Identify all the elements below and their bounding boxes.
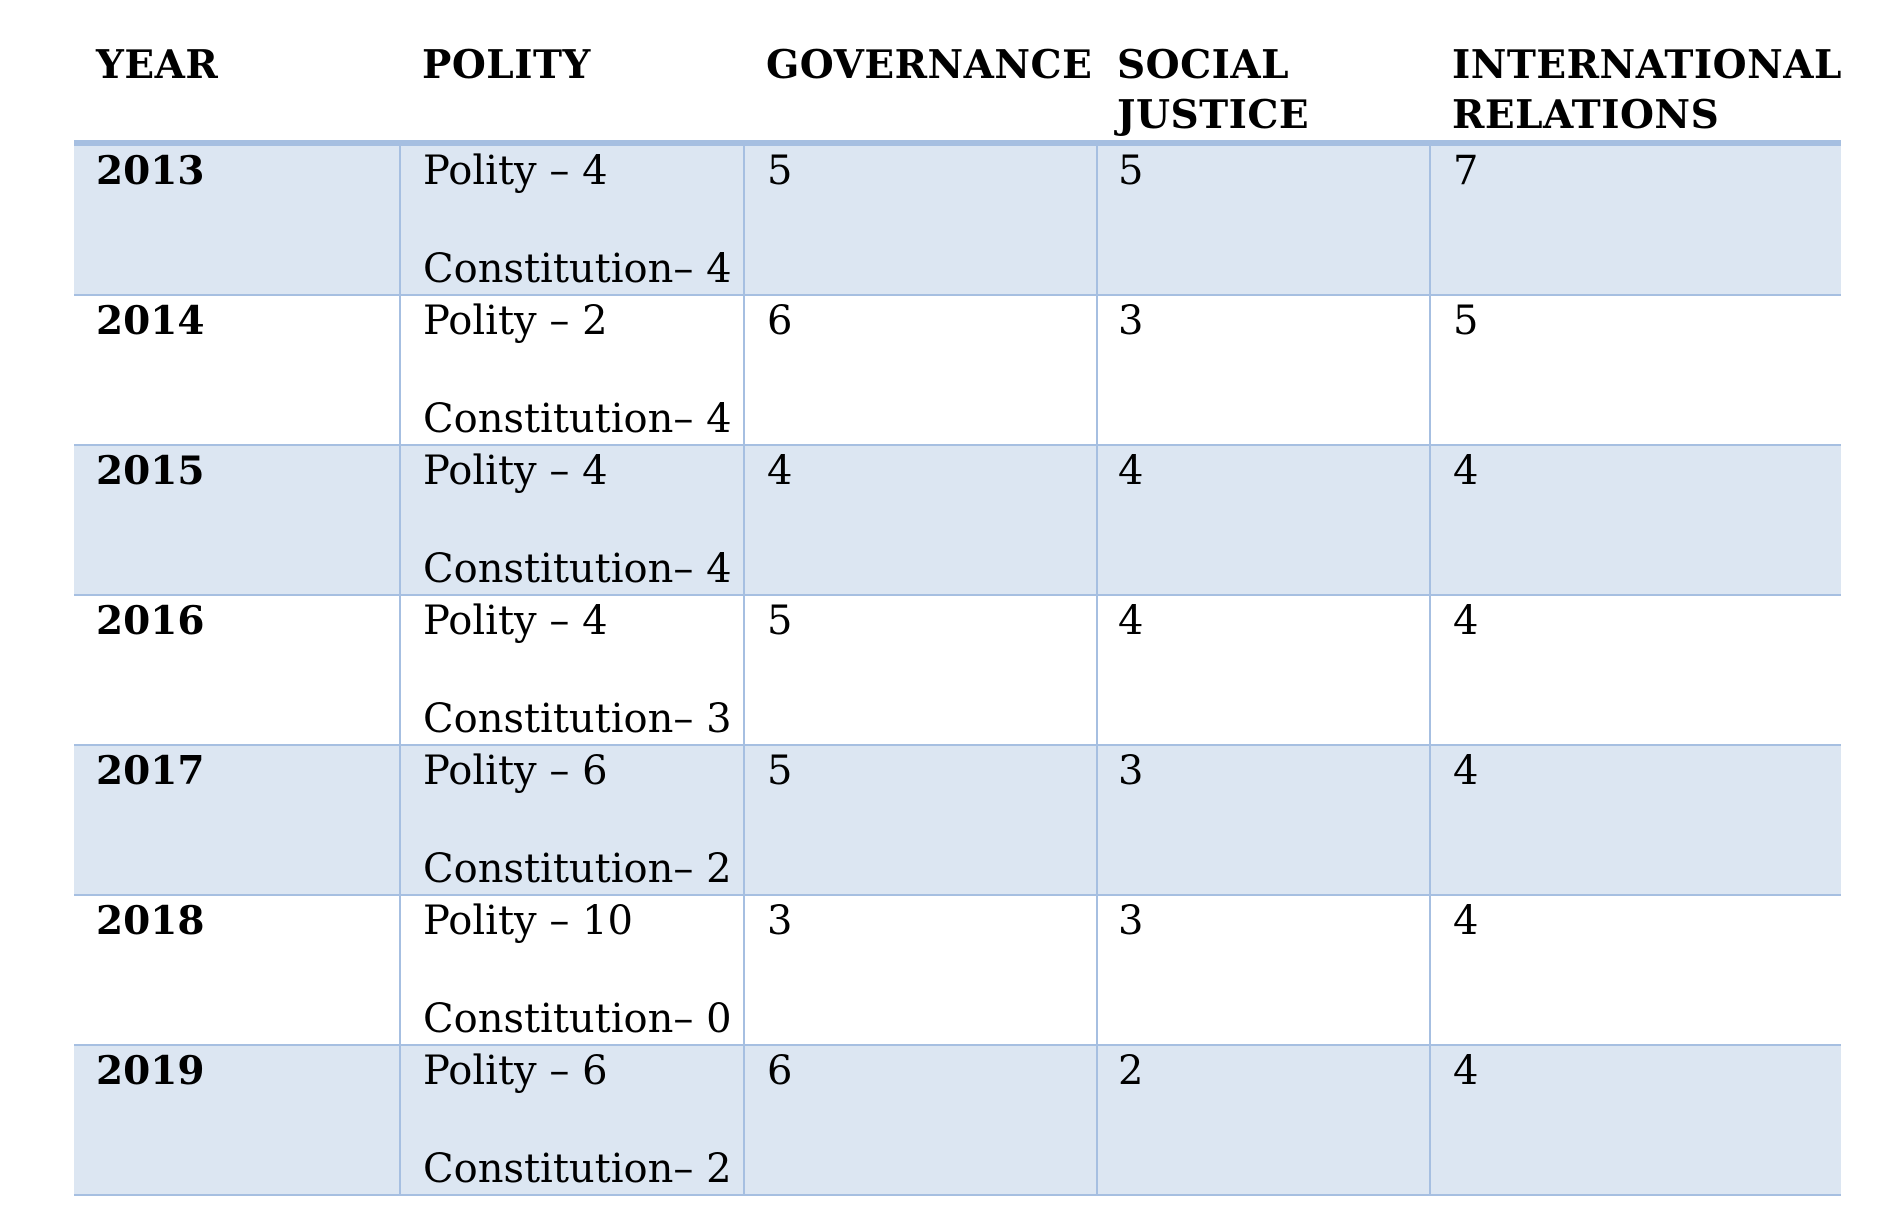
polity-count: Polity – 4: [423, 448, 608, 494]
cell-governance: 6: [743, 295, 1097, 446]
cell-year: 2015: [74, 445, 400, 596]
cell-governance: 5: [743, 595, 1097, 746]
constitution-count: Constitution– 4: [423, 246, 732, 292]
cell-international-relations: 4: [1429, 1045, 1841, 1196]
cell-governance: 5: [743, 745, 1097, 896]
cell-international-relations: 4: [1429, 745, 1841, 896]
cell-international-relations: 7: [1429, 143, 1841, 296]
polity-count: Polity – 4: [423, 148, 608, 194]
cell-polity: Polity – 10 Constitution– 0: [399, 895, 744, 1046]
polity-count: Polity – 6: [423, 1048, 608, 1094]
cell-polity: Polity – 2 Constitution– 4: [399, 295, 744, 446]
table-body: 2013 Polity – 4 Constitution– 4 5 5 7 2014 Poli…: [74, 143, 1841, 1196]
cell-polity: Polity – 4 Constitution– 4: [399, 445, 744, 596]
topic-year-table: YEAR POLITY GOVERNANCE SOCIAL JUSTICE IN…: [74, 40, 1841, 1196]
constitution-count: Constitution– 3: [423, 696, 732, 742]
cell-social-justice: 4: [1096, 445, 1430, 596]
header-social-justice-line2: JUSTICE: [1117, 92, 1310, 138]
header-social-justice-line1: SOCIAL: [1117, 42, 1290, 88]
cell-year: 2014: [74, 295, 400, 446]
cell-governance: 5: [743, 143, 1097, 296]
cell-polity: Polity – 4 Constitution– 3: [399, 595, 744, 746]
data-table-container: YEAR POLITY GOVERNANCE SOCIAL JUSTICE IN…: [74, 40, 1841, 1196]
header-polity-label: POLITY: [422, 42, 591, 88]
header-social-justice: SOCIAL JUSTICE: [1097, 40, 1430, 143]
cell-polity: Polity – 4 Constitution– 4: [399, 143, 744, 296]
cell-polity: Polity – 6 Constitution– 2: [399, 1045, 744, 1196]
header-international-relations-line2: RELATIONS: [1452, 92, 1720, 138]
constitution-count: Constitution– 4: [423, 396, 732, 442]
cell-international-relations: 4: [1429, 595, 1841, 746]
constitution-count: Constitution– 2: [423, 846, 732, 892]
cell-international-relations: 4: [1429, 445, 1841, 596]
cell-year: 2018: [74, 895, 400, 1046]
cell-international-relations: 4: [1429, 895, 1841, 1046]
cell-social-justice: 4: [1096, 595, 1430, 746]
header-year-label: YEAR: [96, 42, 219, 88]
cell-year: 2016: [74, 595, 400, 746]
cell-social-justice: 2: [1096, 1045, 1430, 1196]
cell-social-justice: 3: [1096, 895, 1430, 1046]
header-year: YEAR: [74, 40, 400, 143]
polity-count: Polity – 4: [423, 598, 608, 644]
cell-year: 2017: [74, 745, 400, 896]
polity-count: Polity – 10: [423, 898, 633, 944]
cell-year: 2019: [74, 1045, 400, 1196]
polity-count: Polity – 6: [423, 748, 608, 794]
cell-year: 2013: [74, 143, 400, 296]
header-international-relations-line1: INTERNATIONAL: [1452, 42, 1842, 88]
cell-international-relations: 5: [1429, 295, 1841, 446]
cell-polity: Polity – 6 Constitution– 2: [399, 745, 744, 896]
table-header: YEAR POLITY GOVERNANCE SOCIAL JUSTICE IN…: [74, 40, 1841, 143]
header-international-relations: INTERNATIONAL RELATIONS: [1430, 40, 1841, 143]
header-polity: POLITY: [400, 40, 744, 143]
header-governance: GOVERNANCE: [744, 40, 1097, 143]
cell-governance: 6: [743, 1045, 1097, 1196]
header-governance-label: GOVERNANCE: [766, 42, 1093, 88]
cell-governance: 4: [743, 445, 1097, 596]
cell-social-justice: 5: [1096, 143, 1430, 296]
polity-count: Polity – 2: [423, 298, 608, 344]
header-row: YEAR POLITY GOVERNANCE SOCIAL JUSTICE IN…: [74, 40, 1841, 143]
constitution-count: Constitution– 0: [423, 996, 732, 1042]
cell-governance: 3: [743, 895, 1097, 1046]
cell-social-justice: 3: [1096, 295, 1430, 446]
constitution-count: Constitution– 4: [423, 546, 732, 592]
cell-social-justice: 3: [1096, 745, 1430, 896]
constitution-count: Constitution– 2: [423, 1146, 732, 1192]
